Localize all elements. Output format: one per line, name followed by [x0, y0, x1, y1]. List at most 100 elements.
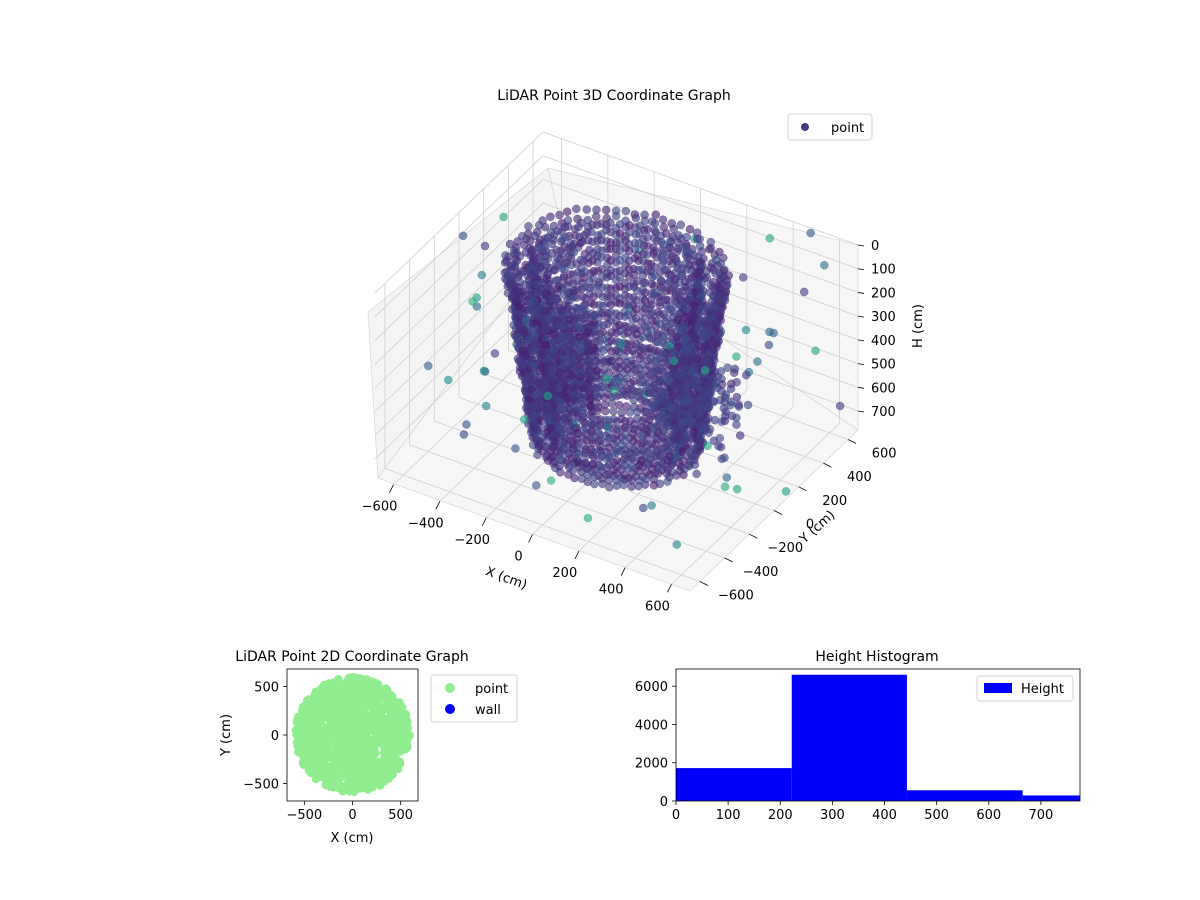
chart-3d-title: LiDAR Point 3D Coordinate Graph: [497, 88, 730, 104]
z-tick-3d: [857, 244, 865, 247]
point-3d: [666, 236, 675, 245]
point-3d: [560, 444, 569, 453]
point-3d: [726, 400, 735, 410]
point-3d: [556, 320, 565, 330]
point-3d: [521, 351, 531, 360]
point-3d: [554, 397, 564, 407]
point-3d: [444, 375, 453, 385]
point-3d: [462, 420, 471, 429]
point-3d: [573, 285, 582, 295]
x-tick-3d: [481, 517, 487, 527]
point-3d: [547, 294, 557, 303]
point-3d: [640, 210, 649, 220]
point-3d: [629, 395, 638, 405]
point-3d: [687, 417, 697, 426]
z-tick-label-3d: 700: [871, 405, 896, 420]
y-tick-3d: [847, 439, 857, 444]
point-3d: [637, 370, 646, 379]
point-3d: [753, 357, 762, 366]
point-3d: [597, 273, 607, 282]
point-3d: [781, 487, 791, 496]
point-3d: [596, 462, 605, 472]
point-3d: [585, 395, 595, 405]
grid-line: [542, 131, 859, 246]
point-3d: [597, 265, 607, 274]
point-3d: [622, 358, 632, 367]
point-3d: [715, 311, 725, 321]
point-3d: [631, 296, 641, 305]
point-3d: [623, 322, 632, 332]
y-tick-label-3d: −200: [767, 541, 803, 556]
point-2d: [375, 685, 384, 694]
point-3d: [675, 466, 684, 476]
y-tick-label-hist: 4000: [635, 718, 668, 733]
z-tick-label-3d: 200: [871, 286, 896, 301]
point-3d: [635, 221, 645, 231]
point-3d: [588, 447, 598, 457]
point-3d: [547, 239, 557, 249]
point-3d: [589, 283, 598, 292]
point-3d: [688, 364, 698, 373]
grid-line: [374, 179, 544, 341]
point-3d: [637, 439, 646, 448]
point-3d: [590, 472, 599, 481]
point-3d: [588, 248, 598, 258]
point-3d: [710, 397, 719, 406]
point-3d: [599, 383, 609, 392]
point-3d: [633, 286, 642, 296]
point-2d: [358, 720, 367, 729]
axes-3d: −600−400−2000200400600−600−400−200020040…: [362, 239, 897, 614]
point-2d: [388, 760, 397, 769]
point-2d: [332, 761, 341, 770]
point-3d: [643, 241, 652, 251]
y-tick-label-3d: 400: [847, 470, 872, 485]
point-3d: [741, 325, 751, 335]
point-3d: [575, 361, 585, 370]
point-3d: [637, 430, 646, 440]
point-3d: [691, 287, 700, 297]
y-tick-label-3d: −600: [718, 589, 754, 604]
z-tick-label-3d: 300: [871, 310, 896, 325]
point-3d: [621, 206, 630, 216]
point-3d: [630, 210, 639, 219]
point-3d: [642, 467, 651, 477]
point-3d: [543, 391, 552, 400]
point-3d: [633, 250, 642, 260]
x-tick-label-hist: 300: [820, 808, 845, 823]
point-3d: [615, 347, 624, 356]
point-3d: [623, 310, 633, 320]
point-3d: [655, 310, 664, 319]
point-3d: [658, 248, 668, 258]
x-tick-3d: [620, 567, 626, 576]
point-2d: [337, 773, 345, 782]
point-3d: [663, 465, 673, 474]
point-3d: [480, 241, 490, 251]
point-3d: [620, 470, 629, 480]
point-3d: [507, 277, 516, 286]
point-2d: [294, 748, 303, 757]
point-3d: [629, 445, 638, 454]
y-tick-label-2d: −500: [243, 778, 279, 793]
point-3d: [660, 375, 669, 384]
point-3d: [638, 351, 647, 360]
point-2d: [350, 734, 359, 743]
point-3d: [654, 415, 663, 424]
point-3d: [528, 433, 537, 442]
x-tick-label-3d: 400: [599, 583, 624, 598]
point-3d: [650, 271, 659, 280]
point-3d: [560, 373, 570, 382]
point-3d: [645, 344, 655, 353]
scatter3d-chart: LiDAR Point 3D Coordinate Graph −600 −400…: [362, 88, 926, 614]
point-3d: [698, 414, 707, 424]
point-3d: [742, 370, 751, 380]
point-3d: [651, 210, 660, 219]
point-2d: [323, 754, 332, 763]
point-3d: [643, 232, 652, 242]
scatter2d-chart: LiDAR Point 2D Coordinate Graph −500 0 500…: [219, 649, 518, 846]
point-3d: [682, 346, 692, 356]
point-3d: [666, 243, 675, 253]
point-3d: [811, 346, 820, 355]
legend-label-point-2d: point: [475, 682, 508, 697]
point-3d: [624, 282, 634, 291]
point-3d: [639, 503, 648, 513]
